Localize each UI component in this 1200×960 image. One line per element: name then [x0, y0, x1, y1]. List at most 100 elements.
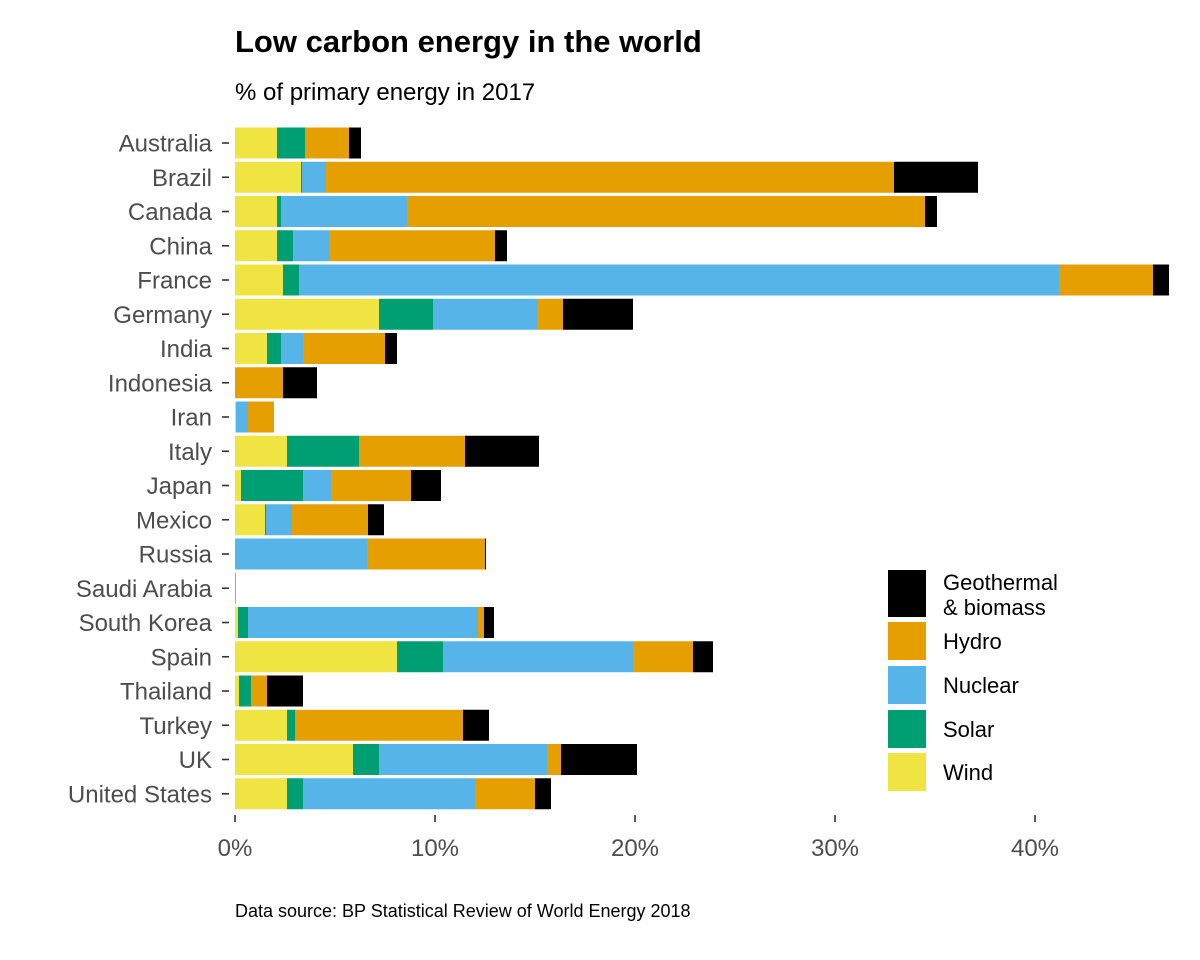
bar-spain-nuclear — [443, 641, 633, 673]
bar-russia-geothermal-biomass — [485, 538, 486, 570]
bar-japan-hydro — [331, 470, 411, 501]
bar-thailand-hydro — [251, 675, 267, 707]
bar-united-states-nuclear — [303, 778, 475, 810]
bar-italy-solar — [287, 435, 359, 467]
bar-france-geothermal-biomass — [1153, 264, 1169, 296]
bar-italy-wind — [235, 435, 287, 467]
bar-spain-hydro — [633, 641, 693, 673]
y-tick-label-brazil: Brazil — [152, 165, 212, 192]
bar-brazil-solar — [301, 161, 302, 193]
y-tick-label-italy: Italy — [168, 439, 212, 466]
legend-key-hydro — [888, 622, 926, 660]
bar-china-solar — [277, 230, 293, 262]
bar-brazil-geothermal-biomass — [894, 161, 978, 193]
bar-turkey-solar — [287, 709, 295, 741]
y-tick-label-germany: Germany — [113, 302, 212, 329]
bar-canada-hydro — [407, 196, 925, 227]
bar-india-geothermal-biomass — [385, 333, 397, 364]
bar-japan-wind — [235, 470, 241, 501]
bar-canada-solar — [277, 196, 281, 227]
bar-brazil-wind — [235, 161, 301, 193]
y-tick-label-indonesia: Indonesia — [108, 370, 213, 397]
y-tick-label-uk: UK — [179, 747, 212, 774]
x-tick-label-30: 30% — [811, 835, 859, 862]
bar-south-korea-solar — [238, 607, 248, 638]
legend-label-solar: Solar — [943, 717, 994, 742]
bar-thailand-geothermal-biomass — [267, 675, 303, 707]
bar-russia-nuclear — [235, 538, 367, 570]
legend: Geothermal & biomass Hydro Nuclear Solar Wind — [888, 570, 1058, 791]
bar-indonesia-geothermal-biomass — [283, 367, 317, 399]
bar-mexico-wind — [235, 504, 265, 536]
y-tick-label-spain: Spain — [151, 644, 212, 671]
chart-caption: Data source: BP Statistical Review of Wo… — [235, 901, 691, 921]
legend-label-hydro: Hydro — [943, 629, 1002, 654]
y-tick-label-russia: Russia — [139, 542, 213, 569]
bar-germany-geothermal-biomass — [563, 298, 633, 330]
bar-mexico-hydro — [292, 504, 368, 536]
y-tick-label-india: India — [160, 336, 213, 363]
y-tick-label-united-states: United States — [68, 781, 212, 808]
legend-key-solar — [888, 710, 926, 748]
bar-japan-nuclear — [303, 470, 331, 501]
legend-key-wind — [888, 753, 926, 791]
x-tick-label-20: 20% — [611, 835, 659, 862]
bar-thailand-wind — [235, 675, 239, 707]
bar-mexico-solar — [265, 504, 266, 536]
bar-china-wind — [235, 230, 277, 262]
y-tick-label-australia: Australia — [119, 131, 213, 158]
bar-uk-geothermal-biomass — [561, 744, 637, 775]
x-tick-label-10: 10% — [411, 835, 459, 862]
bar-china-hydro — [329, 230, 495, 262]
legend-label-wind: Wind — [943, 760, 993, 785]
bar-australia-solar — [277, 127, 305, 159]
y-tick-label-mexico: Mexico — [136, 507, 212, 534]
y-tick-label-thailand: Thailand — [120, 679, 212, 706]
bar-france-wind — [235, 264, 283, 296]
bar-india-hydro — [303, 333, 385, 364]
bar-south-korea-geothermal-biomass — [484, 607, 494, 638]
bar-brazil-hydro — [326, 161, 894, 193]
legend-label-geothermal-biomass: Geothermal & biomass — [943, 570, 1058, 620]
bar-iran-nuclear — [236, 401, 248, 433]
bar-united-states-hydro — [475, 778, 535, 810]
bar-spain-geothermal-biomass — [693, 641, 713, 673]
legend-key-nuclear — [888, 666, 926, 704]
legend-key-geothermal-biomass — [888, 570, 926, 617]
y-tick-label-japan: Japan — [147, 473, 212, 500]
bar-iran-hydro — [248, 401, 274, 433]
bar-iran-wind — [235, 401, 236, 433]
x-tick-label-0: 0% — [218, 835, 253, 862]
bar-south-korea-wind — [235, 607, 238, 638]
y-tick-label-iran: Iran — [171, 405, 212, 432]
bar-turkey-wind — [235, 709, 287, 741]
bar-japan-geothermal-biomass — [411, 470, 441, 501]
bar-uk-hydro — [547, 744, 561, 775]
bar-mexico-geothermal-biomass — [368, 504, 384, 536]
bar-indonesia-hydro — [235, 367, 283, 399]
bar-spain-wind — [235, 641, 397, 673]
y-axis: Australia Brazil Canada China France Germany I… — [68, 131, 229, 808]
bar-india-nuclear — [281, 333, 303, 364]
bar-australia-hydro — [305, 127, 349, 159]
bar-brazil-nuclear — [302, 161, 326, 193]
y-tick-label-china: China — [149, 233, 212, 260]
bar-germany-nuclear — [433, 298, 537, 330]
y-tick-label-saudi-arabia: Saudi Arabia — [76, 576, 213, 603]
bar-france-hydro — [1059, 264, 1153, 296]
bar-canada-geothermal-biomass — [925, 196, 937, 227]
bar-germany-solar — [379, 298, 433, 330]
bar-france-nuclear — [299, 264, 1059, 296]
bar-south-korea-nuclear — [248, 607, 478, 638]
bar-turkey-geothermal-biomass — [463, 709, 489, 741]
y-tick-label-turkey: Turkey — [140, 713, 212, 740]
bar-turkey-hydro — [295, 709, 463, 741]
y-tick-label-france: France — [137, 268, 212, 295]
bar-india-solar — [267, 333, 281, 364]
bar-russia-hydro — [367, 538, 485, 570]
bar-thailand-solar — [239, 675, 251, 707]
y-tick-label-canada: Canada — [128, 199, 213, 226]
bar-uk-solar — [353, 744, 379, 775]
chart-subtitle: % of primary energy in 2017 — [235, 79, 535, 106]
chart-title: Low carbon energy in the world — [235, 24, 702, 59]
